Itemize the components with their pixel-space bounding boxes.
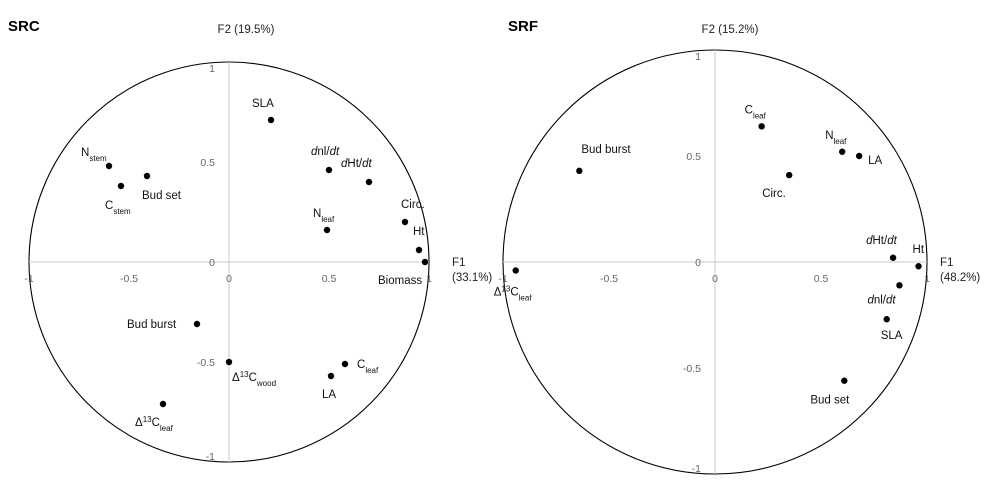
data-point-label: LA [868,155,882,167]
y-tick-label: 0 [209,257,215,269]
data-point [193,320,201,328]
data-point [758,123,765,130]
data-point-label: Nleaf [313,208,335,224]
x-axis-variance: (48.2%) [940,272,980,284]
data-point-label: Δ13Cleaf [135,415,174,433]
data-point-label: dnl/dt [867,294,896,306]
data-point [323,226,331,234]
x-tick-label: 0.5 [322,273,337,285]
data-point-label: Circ. [762,188,786,200]
srf-panel: SRF -1 -0.5 0 0.5 1 1 0.5 0 -0.5 -1 F2 (15.2%) F1 (48… [494,18,981,475]
x-tick-label: 1 [426,273,432,285]
data-point [855,152,863,160]
panel-title: SRF [508,18,538,35]
data-point [576,167,583,175]
y-tick-label: -0.5 [197,357,215,369]
y-tick-label: -0.5 [683,363,701,375]
data-point [117,182,125,190]
data-point [159,400,167,408]
data-point-label: Cleaf [357,359,379,375]
data-point-label: Bud burst [127,319,177,331]
y-tick-label: 0.5 [686,151,701,163]
y-tick-label: 1 [695,51,701,63]
y-tick-label: -1 [692,463,701,475]
data-point [105,162,113,170]
data-point-label: Bud set [810,395,850,407]
data-point-label: Nleaf [825,130,847,146]
data-point-label: Biomass [378,275,422,287]
panel-title: SRC [8,18,40,35]
data-point [267,116,275,124]
data-point [225,358,233,366]
data-point [896,282,903,289]
x-tick-label: -1 [24,273,33,285]
data-point-label: Circ. [401,199,425,211]
x-tick-label: -0.5 [120,273,138,285]
data-point [365,178,373,186]
x-tick-label: 0.5 [814,273,829,285]
y-tick-label: 0.5 [200,157,215,169]
x-tick-label: 0 [712,273,718,285]
data-point-label: Cleaf [745,104,767,120]
data-point [143,172,151,180]
y-tick-label: 1 [209,63,215,75]
x-axis-title: F1 [452,257,465,269]
data-point-label: Bud burst [581,144,631,156]
x-tick-label: -1 [498,273,507,285]
y-axis-title: F2 (15.2%) [702,24,759,36]
x-axis-variance: (33.1%) [452,272,492,284]
data-point-label: dHt/dt [341,158,373,170]
data-point-label: LA [322,389,336,401]
data-point-label: Ht [413,226,425,238]
data-point [327,372,335,380]
data-point [786,171,793,179]
data-point [915,263,922,270]
data-point-label: Δ13Cwood [232,370,276,388]
data-point-label: dnl/dt [311,146,340,158]
data-point [512,267,519,274]
data-point [341,360,349,368]
y-axis-title: F2 (19.5%) [218,24,275,36]
data-point [841,377,848,384]
x-tick-label: 0 [226,273,232,285]
x-axis-title: F1 [940,257,953,269]
data-point [415,246,423,254]
data-point-label: Ht [913,244,925,256]
y-tick-label: 0 [695,257,701,269]
x-tick-label: -0.5 [600,273,618,285]
data-point [421,258,429,266]
data-point-label: Δ13Cleaf [494,284,533,302]
data-point [839,148,846,155]
y-tick-label: -1 [206,451,215,463]
data-point [883,316,890,323]
data-point-label: dHt/dt [866,235,898,247]
data-point-label: SLA [252,98,274,110]
data-point [889,254,897,261]
data-point-label: Cstem [105,200,131,216]
data-point-label: Nstem [81,147,107,163]
src-panel: SRC -1 -0.5 0 0.5 1 1 0.5 0 -0.5 -1 F2 (19.5%) F1 (33… [8,18,492,463]
x-tick-label: 1 [924,273,930,285]
data-point-label: Bud set [142,190,182,202]
data-point [325,166,333,174]
data-point-label: SLA [881,330,903,342]
data-point [401,218,409,226]
